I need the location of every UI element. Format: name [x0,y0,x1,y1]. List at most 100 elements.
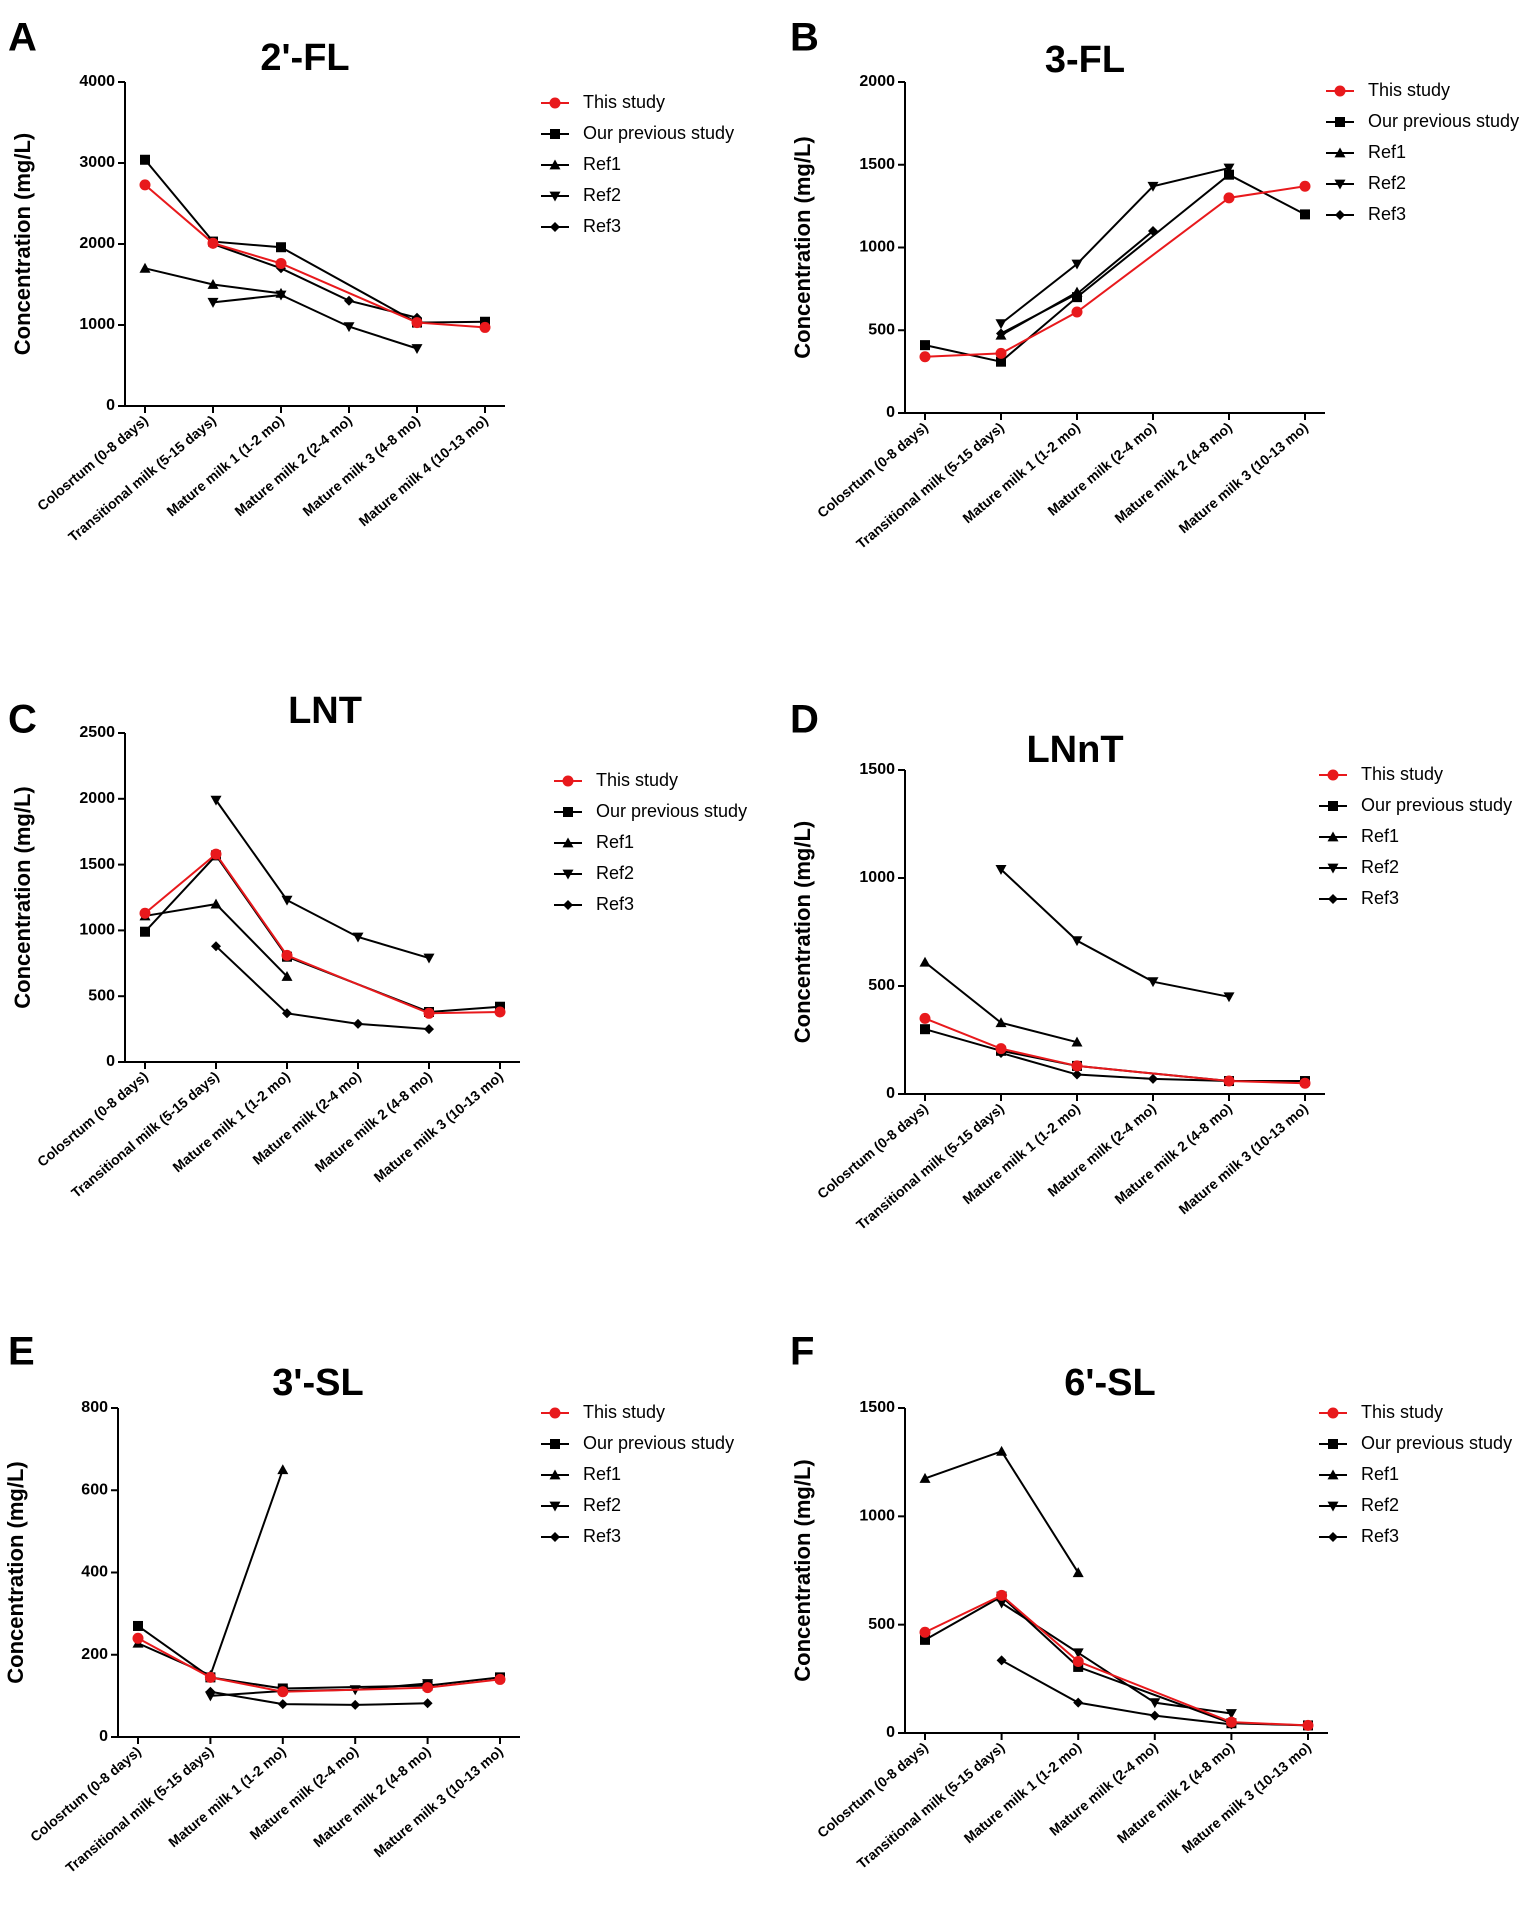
legend-marker [550,1532,560,1542]
data-point [282,1008,292,1019]
data-point [411,344,423,354]
legend-entry: This study [1361,764,1443,784]
data-point [281,970,293,981]
series-ref3 [211,941,434,1035]
y-tick-label: 4000 [79,73,115,90]
legend-entry: This study [583,92,665,112]
data-point [350,1699,361,1710]
legend-marker [562,837,574,848]
data-point [996,356,1006,367]
chart-title: 3-FL [1045,39,1125,81]
data-point [996,1445,1008,1456]
legend-entry: Ref1 [583,1464,621,1484]
data-point [1071,1060,1083,1072]
series-line [215,945,430,1031]
data-point [1299,180,1311,192]
panel-label: F [790,1330,814,1374]
x-tick-label: Mature milk 3 (10-13 mo) [370,1068,505,1185]
data-point [277,1686,289,1698]
y-tick-label: 1500 [859,1399,895,1416]
series-line [924,1595,1309,1727]
y-axis-label: Concentration (mg/L) [10,133,35,355]
y-tick-label: 400 [81,1564,108,1581]
legend: This study Our previous study Ref1 Ref2 Ref3 [1319,764,1512,908]
panel-label: E [8,1330,35,1374]
series-ref1 [919,956,1083,1047]
series-ref2 [207,290,423,354]
data-point [1223,1075,1235,1087]
legend-marker [1327,769,1339,781]
data-point [411,317,423,329]
legend-entry: Ref2 [1361,857,1399,877]
series-line [1001,1602,1232,1715]
data-point [139,179,151,191]
data-point [343,322,355,333]
data-point [996,1589,1008,1601]
legend-marker [550,1439,560,1449]
legend-marker [549,1407,561,1419]
y-axis-label: Concentration (mg/L) [790,821,815,1043]
legend-entry: Ref2 [1361,1495,1399,1515]
data-point [353,1018,363,1029]
y-tick-label: 2000 [79,235,115,252]
data-point [494,1006,506,1018]
series-this-study [919,180,1311,363]
data-point [207,279,219,289]
legend-entry: This study [1368,80,1450,100]
legend-marker [1334,179,1346,190]
data-point [1071,259,1083,270]
y-tick-label: 1500 [79,856,115,873]
series-ref3 [996,1047,1234,1087]
series-line [924,1594,1309,1727]
series-line [1000,167,1230,325]
series-line [1000,868,1230,998]
legend-marker [549,159,561,170]
data-point [996,1598,1008,1609]
x-tick-label: Transitional milk (5-15 days) [853,419,1007,552]
series-line [210,1682,428,1697]
data-point [204,1671,216,1683]
data-point [919,351,931,363]
data-point [1149,1710,1160,1721]
y-tick-label: 500 [868,1616,895,1633]
data-point [479,321,491,333]
legend-entry: Ref3 [1368,204,1406,224]
y-tick-label: 1000 [859,1508,895,1525]
data-point [210,848,222,860]
series-our-previous-study [920,169,1310,367]
y-tick-label: 1000 [79,922,115,939]
y-tick-label: 200 [81,1646,108,1663]
legend-marker [549,97,561,109]
legend-marker [1327,831,1339,842]
legend: This study Our previous study Ref1 Ref2 Ref3 [541,1402,734,1546]
series-line [924,1450,1080,1574]
legend-entry: This study [1361,1402,1443,1422]
data-point [1072,1567,1084,1578]
legend-marker [562,775,574,787]
data-point [133,1620,143,1631]
series-line [137,1625,501,1690]
y-tick-label: 0 [106,1053,115,1070]
legend-entry: Ref3 [583,1526,621,1546]
y-axis-label: Concentration (mg/L) [790,1459,815,1681]
series-ref2 [210,795,435,964]
data-point [995,319,1007,330]
series-this-study [919,1589,1314,1731]
legend-marker [1327,1501,1339,1512]
legend-marker [1328,1532,1338,1542]
panel-label: C [8,698,37,742]
x-tick-label: Mature milk 3 (10-13 mo) [1175,419,1310,536]
chart-panel-c: C LNT 0 500 1000 1500 2000 2500 Concentration (m… [8,690,747,1201]
x-tick-label: Mature milk 3 (10-13 mo) [370,1743,505,1860]
data-point [1223,992,1235,1003]
data-point [205,1686,216,1697]
panel-label: A [8,16,37,60]
legend: This study Our previous study Ref1 Ref2 Ref3 [1326,80,1519,224]
y-tick-label: 0 [106,397,115,414]
data-point [275,257,287,269]
series-ref1 [919,1445,1084,1578]
data-point [140,926,150,937]
y-tick-label: 1500 [859,761,895,778]
